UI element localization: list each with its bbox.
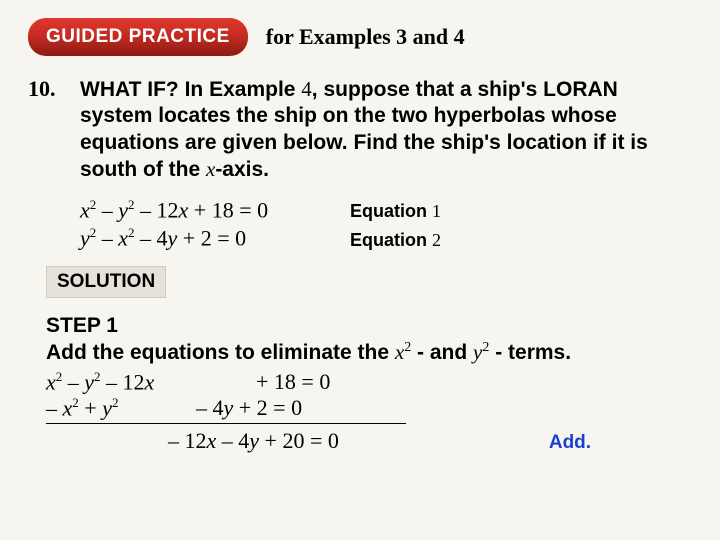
solution-label: SOLUTION bbox=[46, 266, 166, 298]
system-row-1: x2 – y2 – 12x + 18 = 0 bbox=[46, 369, 692, 395]
add-label: Add. bbox=[549, 432, 591, 454]
eq2-label-num: 2 bbox=[432, 230, 441, 250]
problem-x: x bbox=[206, 157, 215, 181]
equation-1-label: Equation 1 bbox=[350, 201, 441, 222]
problem-lead: WHAT IF? bbox=[80, 78, 179, 101]
step1-tail: - terms. bbox=[489, 341, 571, 364]
result-equation: – 12x – 4y + 20 = 0 bbox=[168, 428, 339, 454]
sys1-left: x2 – y2 – 12x bbox=[46, 369, 196, 395]
step-1-instruction: Add the equations to eliminate the x2 - … bbox=[46, 340, 692, 365]
equation-2-label: Equation 2 bbox=[350, 230, 441, 251]
step1-x: x bbox=[395, 340, 404, 364]
sys2-right: – 4y + 2 = 0 bbox=[196, 395, 346, 421]
problem-axis-tail: -axis. bbox=[215, 158, 269, 181]
equation-2-row: y2 – x2 – 4y + 2 = 0 Equation 2 bbox=[80, 225, 692, 251]
step-1-title: STEP 1 bbox=[46, 314, 692, 338]
problem-four: 4 bbox=[301, 77, 312, 101]
equation-1-row: x2 – y2 – 12x + 18 = 0 Equation 1 bbox=[80, 197, 692, 223]
system-row-2: – x2 + y2 – 4y + 2 = 0 bbox=[46, 395, 692, 421]
problem-number: 10. bbox=[28, 76, 62, 183]
step-1-block: STEP 1 Add the equations to eliminate th… bbox=[46, 314, 692, 455]
for-examples-text: for Examples 3 and 4 bbox=[266, 24, 465, 50]
problem-row: 10. WHAT IF? In Example 4, suppose that … bbox=[28, 76, 692, 183]
eq2-label-pre: Equation bbox=[350, 230, 432, 250]
step1-pre: Add the equations to eliminate the bbox=[46, 341, 395, 364]
step1-mid: - and bbox=[411, 341, 473, 364]
equation-2: y2 – x2 – 4y + 2 = 0 bbox=[80, 225, 310, 251]
sys1-right: + 18 = 0 bbox=[196, 369, 346, 395]
eq1-label-num: 1 bbox=[432, 201, 441, 221]
step1-y: y bbox=[473, 340, 482, 364]
result-row: – 12x – 4y + 20 = 0 Add. bbox=[46, 428, 692, 454]
problem-sentence-a: In Example bbox=[179, 78, 302, 101]
problem-text: WHAT IF? In Example 4, suppose that a sh… bbox=[80, 76, 692, 183]
eq1-label-pre: Equation bbox=[350, 201, 432, 221]
sys2-left: – x2 + y2 bbox=[46, 395, 196, 421]
header-row: GUIDED PRACTICE for Examples 3 and 4 bbox=[28, 18, 692, 56]
system-rule bbox=[46, 423, 406, 424]
guided-practice-pill: GUIDED PRACTICE bbox=[28, 18, 248, 56]
equation-1: x2 – y2 – 12x + 18 = 0 bbox=[80, 197, 310, 223]
equation-block: x2 – y2 – 12x + 18 = 0 Equation 1 y2 – x… bbox=[80, 197, 692, 252]
